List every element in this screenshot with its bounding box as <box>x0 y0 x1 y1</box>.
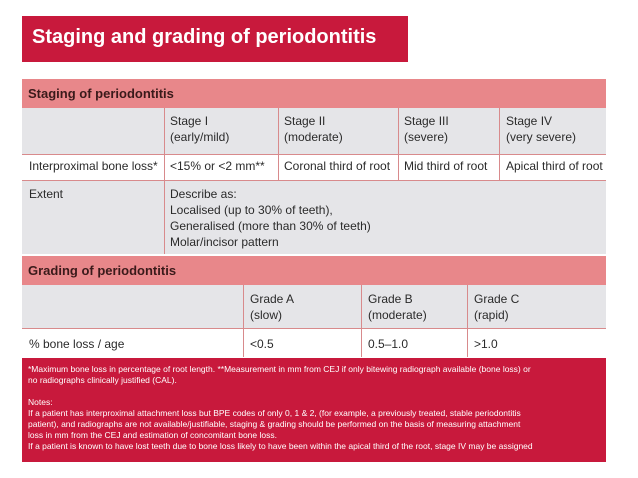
column-divider <box>164 108 165 180</box>
stage-3-header: Stage III (severe) <box>404 114 449 144</box>
extent-label: Extent <box>29 187 64 201</box>
bone-loss-stage-1: <15% or <2 mm** <box>170 159 265 173</box>
grade-a-header: Grade A (slow) <box>250 292 295 322</box>
notes-heading: Notes: <box>28 397 53 407</box>
bone-loss-stage-4: Apical third of root <box>506 159 603 173</box>
divider <box>22 154 606 155</box>
column-divider <box>499 108 500 180</box>
column-divider <box>467 285 468 357</box>
grading-header-row <box>22 285 606 328</box>
note-text: patient), and radiographs are not availa… <box>28 419 521 429</box>
note-text: If a patient is known to have lost teeth… <box>28 441 533 451</box>
note-text: loss in mm from the CEJ and estimation o… <box>28 430 277 440</box>
column-divider <box>398 108 399 180</box>
bone-loss-stage-2: Coronal third of root <box>284 159 391 173</box>
grade-c-header: Grade C (rapid) <box>474 292 520 322</box>
note-text: If a patient has interproximal attachmen… <box>28 408 521 418</box>
column-divider <box>243 285 244 357</box>
staging-header-row <box>22 108 606 154</box>
grade-b-header: Grade B (moderate) <box>368 292 427 322</box>
staging-heading: Staging of periodontitis <box>22 79 606 108</box>
grading-heading: Grading of periodontitis <box>22 256 606 285</box>
divider <box>22 180 606 181</box>
column-divider <box>164 181 165 254</box>
divider <box>22 328 606 329</box>
column-divider <box>361 285 362 357</box>
bone-loss-stage-3: Mid third of root <box>404 159 488 173</box>
notes-box: *Maximum bone loss in percentage of root… <box>22 358 606 462</box>
footnote: no radiographs clinically justified (CAL… <box>28 375 177 385</box>
grade-b-value: 0.5–1.0 <box>368 337 409 351</box>
extent-row <box>22 181 606 254</box>
stage-2-header: Stage II (moderate) <box>284 114 343 144</box>
page-title: Staging and grading of periodontitis <box>22 16 408 62</box>
bone-loss-age-label: % bone loss / age <box>29 337 125 351</box>
extent-description: Describe as: Localised (up to 30% of tee… <box>170 187 371 249</box>
grade-c-value: >1.0 <box>474 337 498 351</box>
grade-a-value: <0.5 <box>250 337 274 351</box>
footnote: *Maximum bone loss in percentage of root… <box>28 364 531 374</box>
bone-loss-label: Interproximal bone loss* <box>29 159 158 173</box>
stage-4-header: Stage IV (very severe) <box>506 114 577 144</box>
stage-1-header: Stage I (early/mild) <box>170 114 230 144</box>
column-divider <box>278 108 279 180</box>
